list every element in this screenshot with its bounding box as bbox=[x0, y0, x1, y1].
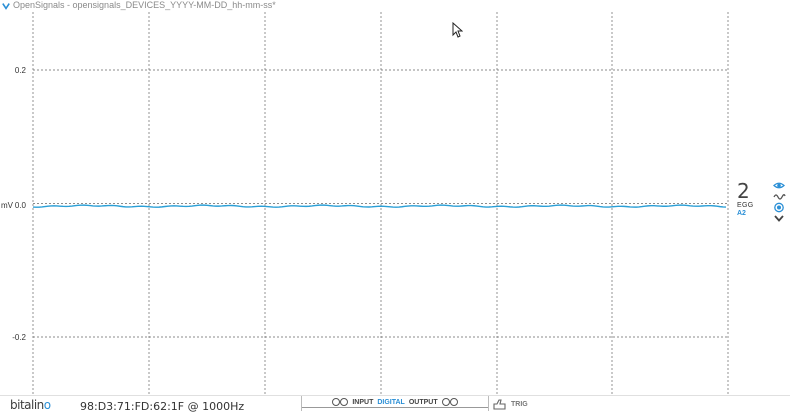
target-icon[interactable] bbox=[772, 202, 786, 213]
wave-icon[interactable] bbox=[772, 191, 786, 202]
digital-output-2-toggle[interactable] bbox=[449, 398, 458, 406]
channel-port: A2 bbox=[737, 210, 746, 217]
digital-input-1-indicator bbox=[332, 398, 341, 406]
bitalino-logo: bitalino bbox=[10, 398, 51, 412]
digital-input-2-indicator bbox=[340, 398, 349, 406]
channel-number: 2 bbox=[737, 179, 750, 203]
title-bar: OpenSignals - opensignals_DEVICES_YYYY-M… bbox=[0, 0, 790, 11]
trigger-label: TRIG bbox=[511, 400, 528, 408]
eye-icon[interactable] bbox=[772, 180, 786, 191]
trigger-button[interactable]: TRIG bbox=[492, 398, 528, 410]
window-title: OpenSignals - opensignals_DEVICES_YYYY-M… bbox=[13, 0, 276, 10]
channel-controls bbox=[772, 180, 788, 224]
y-tick-label-0: 0.2 bbox=[14, 66, 26, 75]
status-bar: bitalino 98:D3:71:FD:62:1F @ 1000Hz INPU… bbox=[0, 395, 790, 413]
digital-output-1-toggle[interactable] bbox=[441, 398, 450, 406]
y-tick-label-1: 0.0 bbox=[14, 201, 26, 210]
logo-text: bitalin bbox=[10, 398, 44, 412]
y-tick-label-2: -0.2 bbox=[12, 333, 26, 342]
io-output-label: OUTPUT bbox=[408, 398, 438, 406]
channel-sensor-type: EGG bbox=[737, 202, 754, 209]
y-axis-unit-label: mV bbox=[1, 201, 13, 210]
io-slider-row bbox=[302, 407, 488, 412]
signal-plot[interactable]: mV 0.2 0.0 -0.2 bbox=[0, 0, 790, 395]
io-input-label: INPUT bbox=[352, 398, 374, 406]
io-digital-label: DIGITAL bbox=[377, 398, 405, 406]
signal-trace bbox=[32, 204, 727, 208]
channel-info[interactable]: 2 EGG A2 bbox=[737, 181, 767, 218]
opensignals-app-icon bbox=[2, 2, 10, 10]
digital-io-panel: INPUT DIGITAL OUTPUT bbox=[301, 396, 489, 411]
chevron-down-icon[interactable] bbox=[772, 213, 786, 224]
logo-accent: o bbox=[43, 398, 51, 412]
device-address: 98:D3:71:FD:62:1F @ 1000Hz bbox=[80, 400, 245, 413]
mouse-cursor-icon bbox=[452, 22, 463, 38]
hand-pointer-icon bbox=[493, 399, 506, 410]
plot-canvas[interactable] bbox=[0, 0, 790, 395]
